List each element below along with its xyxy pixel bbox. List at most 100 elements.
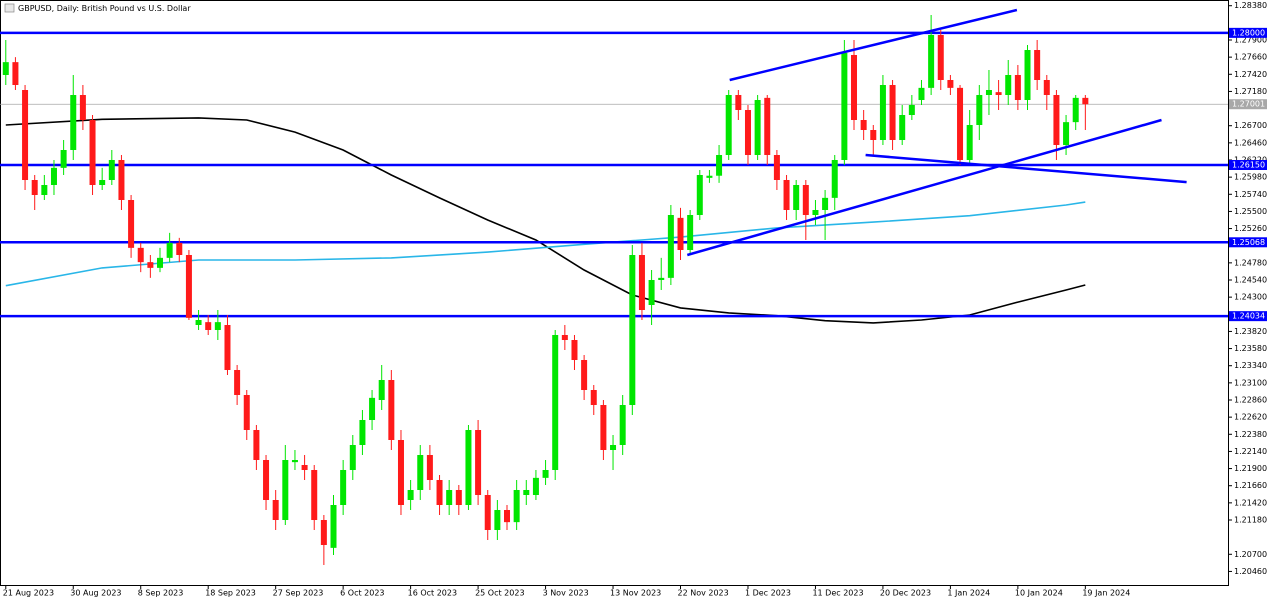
y-tick-label: 1.23340 [1234,361,1267,370]
candle-body [494,510,501,530]
candle-body [523,490,530,495]
y-tick-label: 1.21900 [1234,464,1267,473]
candle-body [50,167,57,185]
candle-body [879,85,886,140]
candle-body [118,160,125,200]
candle-body [60,150,67,168]
level-box [1229,27,1267,38]
y-tick-label: 1.28380 [1234,1,1267,10]
y-tick-label: 1.22860 [1234,396,1267,405]
x-tick-label: 25 Oct 2023 [475,589,524,598]
candle-body [561,335,568,340]
candle-body [658,277,665,280]
candle-body [99,180,106,185]
level-box [1229,237,1267,248]
candle-body [407,490,414,500]
candle-body [224,325,231,370]
candle-body [157,257,164,268]
candle-body [513,490,520,523]
candle-body [725,95,732,155]
y-tick-label: 1.24540 [1234,276,1267,285]
candle-body [744,110,751,155]
candle-body [812,210,819,215]
candle-body [600,405,607,450]
trendline [729,8,1018,82]
candle-body [340,470,347,505]
x-tick-label: 1 Jan 2024 [947,589,990,598]
x-tick-label: 18 Sep 2023 [205,589,256,598]
candle-body [783,180,790,210]
candle-body [176,242,183,255]
candle-body [320,520,327,545]
candle-body [947,80,954,88]
y-tick-label: 1.26700 [1234,121,1267,130]
y-tick-label: 1.25260 [1234,224,1267,233]
candle-body [436,480,443,505]
candle-body [291,460,298,463]
candle-body [532,477,539,495]
candle-body [41,185,48,195]
candle-body [629,255,636,405]
current-price-box [1229,99,1267,110]
candle-body [822,197,829,210]
candle-body [1024,50,1031,100]
candle-body [918,87,925,100]
candle-body [330,505,337,548]
x-tick-label: 27 Sep 2023 [273,589,324,598]
candle-body [2,62,9,75]
candle-body [272,500,279,520]
candle-body [687,215,694,250]
y-tick-label: 1.26460 [1234,138,1267,147]
x-tick-label: 13 Nov 2023 [610,589,661,598]
y-tick-label: 1.20700 [1234,550,1267,559]
candle-body [764,97,771,155]
candle-body [185,255,192,318]
x-tick-label: 20 Dec 2023 [880,589,931,598]
candle-body [648,280,655,305]
candle-body [542,470,549,478]
candle-body [966,125,973,160]
y-tick-label: 1.21180 [1234,516,1267,525]
candle-body [908,105,915,115]
y-tick-label: 1.21420 [1234,498,1267,507]
candle-body [754,100,761,155]
candle-body [108,160,115,180]
candle-body [253,430,260,460]
y-tick-label: 1.22620 [1234,413,1267,422]
x-tick-label: 22 Nov 2023 [678,589,729,598]
candle-body [1063,122,1070,145]
candle-body [1034,50,1041,80]
candle-body [985,90,992,95]
candle-body [610,445,617,450]
candle-body [388,380,395,440]
candle-body [928,35,935,88]
candle-body [465,430,472,505]
level-label: 1.24034 [1232,312,1265,321]
candle-body [773,155,780,180]
candle-body [128,200,135,248]
level-label: 1.25068 [1232,238,1265,247]
y-tick-label: 1.27660 [1234,53,1267,62]
candle-body [475,430,482,495]
level-label: 1.26150 [1232,161,1265,170]
candle-body [369,397,376,420]
level-label: 1.28000 [1232,28,1265,37]
candle-body [995,92,1002,95]
y-tick-label: 1.20460 [1234,567,1267,576]
candle-body [1005,75,1012,95]
candle-body [205,322,212,330]
x-tick-label: 10 Jan 2024 [1015,589,1063,598]
candle-body [484,495,491,530]
y-tick-label: 1.27180 [1234,87,1267,96]
candle-body [571,340,578,360]
candle-body [282,460,289,520]
candle-body [870,130,877,140]
candle-body [70,95,77,150]
candle-body [504,510,511,523]
candle-body [677,217,684,250]
level-box [1229,160,1267,170]
candle-body [590,390,597,405]
x-tick-label: 6 Oct 2023 [340,589,384,598]
y-tick-label: 1.25980 [1234,173,1267,182]
